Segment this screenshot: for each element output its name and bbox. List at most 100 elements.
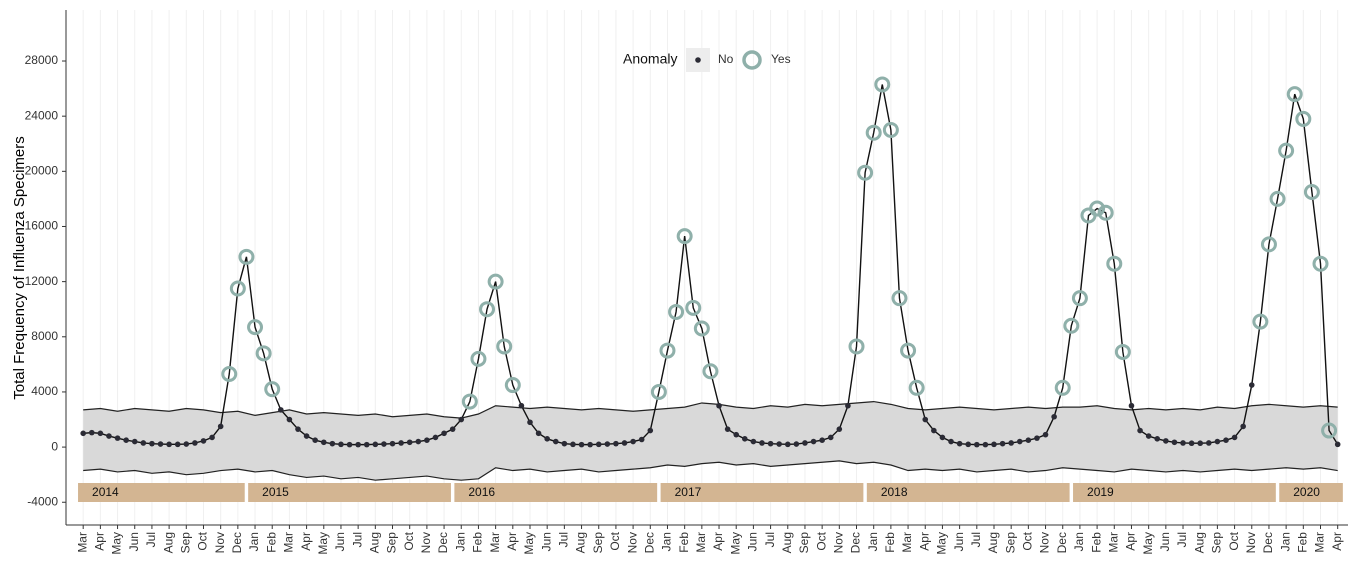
anomaly-point <box>1054 379 1071 396</box>
x-tick-label: Oct <box>1021 531 1035 550</box>
point <box>630 438 636 445</box>
x-tick-label: Apr <box>917 532 931 551</box>
anomaly-point <box>1252 313 1269 330</box>
point <box>544 436 550 442</box>
point <box>295 426 301 432</box>
x-tick-label: Oct <box>1227 531 1241 550</box>
point <box>827 434 834 441</box>
anomaly-point <box>693 320 710 337</box>
anomaly-point <box>1106 255 1123 272</box>
y-tick-label: 16000 <box>25 219 59 233</box>
point <box>742 436 748 442</box>
point <box>217 423 224 430</box>
point <box>449 426 456 432</box>
anomaly-point <box>1063 317 1080 334</box>
x-tick-label: Nov <box>213 532 227 553</box>
anomaly-point <box>487 273 504 290</box>
band-fill <box>83 401 1338 481</box>
x-tick-label: May <box>935 532 949 555</box>
anomaly-point <box>1114 343 1131 360</box>
x-tick-label: Jan <box>247 532 261 551</box>
point <box>424 437 430 444</box>
x-tick-label: Jun <box>127 532 141 551</box>
point <box>1188 440 1195 447</box>
x-tick-label: Dec <box>849 532 863 553</box>
point <box>209 434 215 441</box>
anomaly-point <box>685 299 702 316</box>
x-tick-label: Aug <box>368 532 382 553</box>
point <box>1128 402 1135 409</box>
year-label: 2016 <box>468 485 495 499</box>
point <box>1223 437 1229 444</box>
y-tick-label: 4000 <box>31 384 58 398</box>
y-tick-label: -4000 <box>27 494 58 508</box>
point <box>1154 436 1161 442</box>
x-tick-label: Sep <box>797 532 811 554</box>
year-label: 2019 <box>1087 485 1114 499</box>
point <box>570 441 576 448</box>
point <box>303 433 310 439</box>
x-tick-label: Jun <box>333 532 347 551</box>
year-band <box>454 483 658 502</box>
x-tick-label: Apr <box>711 532 725 551</box>
x-tick-label: Oct <box>402 531 416 550</box>
x-tick-label: Dec <box>1261 532 1275 553</box>
point <box>845 402 851 409</box>
point <box>1206 440 1212 446</box>
point <box>733 431 740 438</box>
x-tick-label: Jan <box>1278 532 1292 551</box>
point <box>106 433 112 439</box>
point <box>372 441 379 448</box>
x-tick-label: Oct <box>814 531 828 550</box>
anomaly-point <box>891 290 908 307</box>
anomaly-point <box>650 383 667 400</box>
x-tick-label: Oct <box>608 531 622 550</box>
x-tick-label: Jul <box>1175 532 1189 547</box>
point <box>587 441 593 448</box>
legend-marker <box>695 57 701 63</box>
anomaly-point <box>1260 236 1277 253</box>
point <box>518 402 525 409</box>
point <box>759 440 765 446</box>
x-tick-label: Aug <box>780 532 794 553</box>
point <box>286 416 293 423</box>
x-tick-label: Dec <box>436 532 450 553</box>
x-tick-label: Mar <box>900 532 914 553</box>
point <box>278 407 284 413</box>
x-tick-label: Mar <box>75 532 89 553</box>
anomaly-point <box>908 379 925 396</box>
point <box>621 440 628 446</box>
point <box>97 430 104 437</box>
x-tick-label: Jul <box>557 532 571 547</box>
x-tick-label: Jul <box>144 532 158 547</box>
x-tick-label: Jun <box>1158 532 1172 551</box>
x-tick-label: Feb <box>1089 532 1103 553</box>
x-tick-label: Apr <box>299 532 313 551</box>
anomaly-point <box>504 377 521 394</box>
x-tick-label: May <box>1141 532 1155 555</box>
point <box>776 441 782 447</box>
point <box>922 416 929 423</box>
point <box>1248 382 1255 388</box>
anomaly-point <box>874 76 891 93</box>
point <box>355 441 361 448</box>
point <box>931 427 937 434</box>
year-band <box>78 483 245 502</box>
anomaly-point <box>255 345 272 362</box>
point <box>1137 427 1143 434</box>
x-tick-label: May <box>728 532 742 555</box>
point <box>965 441 972 448</box>
x-tick-label: Apr <box>1330 532 1344 551</box>
x-tick-label: Aug <box>1192 532 1206 553</box>
point <box>1240 423 1246 430</box>
band-upper <box>83 400 1338 419</box>
point <box>1171 439 1178 446</box>
x-tick-label: Sep <box>385 532 399 554</box>
point <box>123 437 129 444</box>
x-tick-label: Jan <box>1072 532 1086 551</box>
x-tick-label: Mar <box>488 532 502 553</box>
x-tick-label: Mar <box>1313 532 1327 553</box>
point <box>1231 434 1238 441</box>
year-band <box>248 483 451 502</box>
point <box>441 430 447 437</box>
